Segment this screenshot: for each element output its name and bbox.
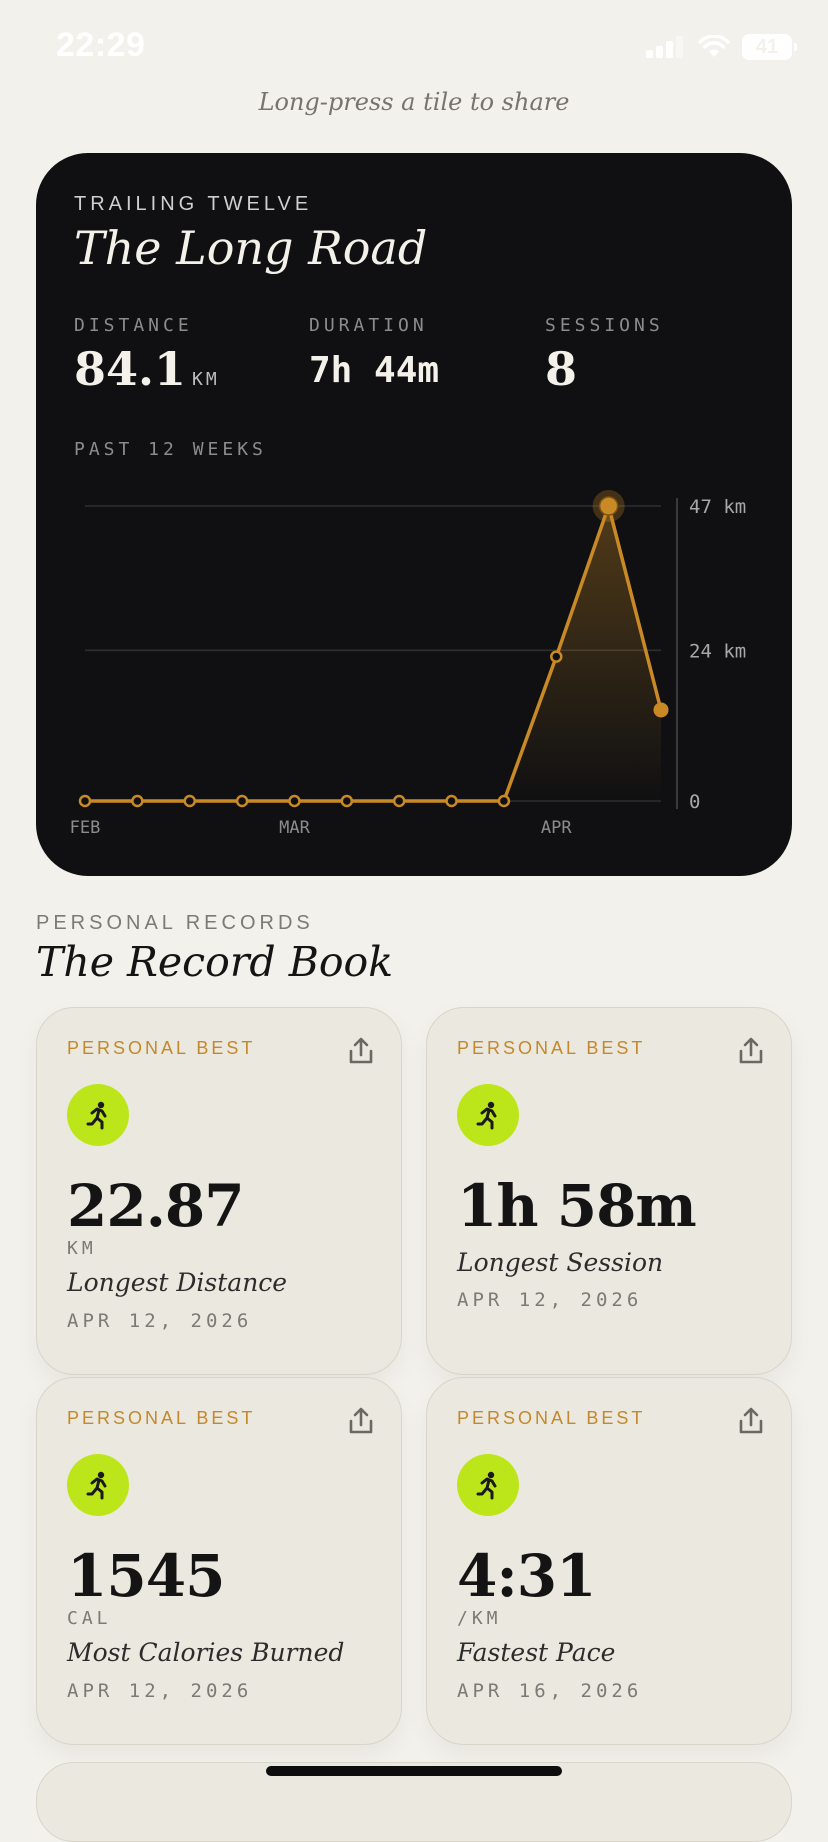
- stat-distance-unit: KM: [192, 369, 220, 390]
- record-value: 22.87: [67, 1172, 245, 1240]
- chart-y-tick-label: 47 km: [689, 496, 746, 518]
- chart-point: [550, 650, 563, 663]
- stat-duration-value: 7h 44m: [309, 350, 440, 391]
- home-indicator[interactable]: [266, 1766, 562, 1776]
- running-figure-icon: [67, 1454, 129, 1516]
- record-date: APR 12, 2026: [457, 1289, 643, 1311]
- tile-eyebrow: TRAILING TWELVE: [74, 193, 313, 215]
- chart-point: [235, 794, 249, 808]
- stat-distance-value: 84.1: [74, 342, 187, 396]
- chart-point: [183, 794, 196, 808]
- record-value: 4:31: [457, 1542, 596, 1610]
- chart-area-fill: [85, 506, 661, 801]
- record-tag: PERSONAL BEST: [457, 1038, 646, 1058]
- record-card-most-calories[interactable]: PERSONAL BEST 1545 CAL Most Calories Bur…: [36, 1377, 402, 1745]
- stat-distance-value-row: 84.1 KM: [74, 342, 220, 396]
- record-unit: /KM: [457, 1608, 502, 1629]
- status-icons: 41: [646, 34, 797, 60]
- weekly-distance-chart: 47 km 24 km 0 FEB MAR APR: [70, 490, 746, 838]
- record-card-longest-session[interactable]: PERSONAL BEST 1h 58m Longest Session APR…: [426, 1007, 792, 1375]
- status-time: 22:29: [56, 26, 146, 64]
- share-hint: Long-press a tile to share: [258, 88, 570, 116]
- chart-point-peak: [598, 496, 619, 516]
- battery-level: 41: [755, 35, 779, 58]
- record-name: Longest Distance: [67, 1268, 288, 1297]
- stat-sessions-value: 8: [545, 342, 578, 396]
- record-card-fastest-pace[interactable]: PERSONAL BEST 4:31 /KM Fastest Pace APR …: [426, 1377, 792, 1745]
- chart-point: [288, 794, 301, 808]
- running-figure-icon: [67, 1084, 129, 1146]
- record-tag: PERSONAL BEST: [457, 1408, 646, 1428]
- record-unit: KM: [67, 1238, 97, 1259]
- tile-title: The Long Road: [74, 221, 428, 275]
- record-value: 1545: [67, 1542, 225, 1610]
- trailing-twelve-tile[interactable]: TRAILING TWELVE The Long Road DISTANCE 8…: [36, 153, 792, 876]
- stat-duration: DURATION 7h 44m: [309, 315, 439, 391]
- stat-sessions-label: SESSIONS: [545, 315, 664, 336]
- share-icon[interactable]: [737, 1036, 765, 1066]
- share-icon[interactable]: [737, 1406, 765, 1436]
- chart-point: [131, 794, 144, 808]
- record-tag: PERSONAL BEST: [67, 1038, 256, 1058]
- chart-point: [497, 794, 511, 808]
- record-card-longest-distance[interactable]: PERSONAL BEST 22.87 KM Longest Distance …: [36, 1007, 402, 1375]
- stat-sessions: SESSIONS 8: [545, 315, 664, 396]
- record-date: APR 12, 2026: [67, 1310, 253, 1332]
- stat-duration-label: DURATION: [309, 315, 428, 336]
- chart-series-line: [85, 504, 663, 803]
- record-unit: CAL: [67, 1608, 112, 1629]
- chart-x-tick-label: FEB: [70, 818, 101, 838]
- share-icon[interactable]: [347, 1406, 375, 1436]
- chart-point: [392, 794, 406, 808]
- chart-point: [445, 794, 458, 808]
- signal-icon: [646, 36, 683, 58]
- chart-point: [340, 794, 354, 808]
- chart-y-tick-label: 24 km: [689, 640, 746, 662]
- record-tag: PERSONAL BEST: [67, 1408, 256, 1428]
- running-figure-icon: [457, 1084, 519, 1146]
- share-icon[interactable]: [347, 1036, 375, 1066]
- record-name: Longest Session: [457, 1248, 664, 1277]
- wifi-icon: [698, 35, 730, 57]
- chart-x-tick-label: APR: [541, 818, 572, 838]
- records-title: The Record Book: [36, 938, 394, 986]
- chart-point: [78, 794, 92, 808]
- chart-y-tick-label: 0: [689, 791, 700, 813]
- stat-distance-label: DISTANCE: [74, 315, 193, 336]
- status-bar: 22:29 41: [0, 0, 828, 96]
- record-name: Most Calories Burned: [67, 1638, 345, 1667]
- records-eyebrow: PERSONAL RECORDS: [36, 912, 314, 934]
- record-value: 1h 58m: [457, 1172, 697, 1240]
- record-date: APR 16, 2026: [457, 1680, 643, 1702]
- running-figure-icon: [457, 1454, 519, 1516]
- stat-distance: DISTANCE 84.1 KM: [74, 315, 220, 396]
- chart-point-current: [653, 702, 669, 718]
- chart-x-tick-label: MAR: [279, 818, 310, 838]
- record-date: APR 12, 2026: [67, 1680, 253, 1702]
- record-name: Fastest Pace: [457, 1638, 616, 1667]
- chart-period-label: PAST 12 WEEKS: [74, 439, 267, 460]
- battery-icon: 41: [742, 34, 797, 60]
